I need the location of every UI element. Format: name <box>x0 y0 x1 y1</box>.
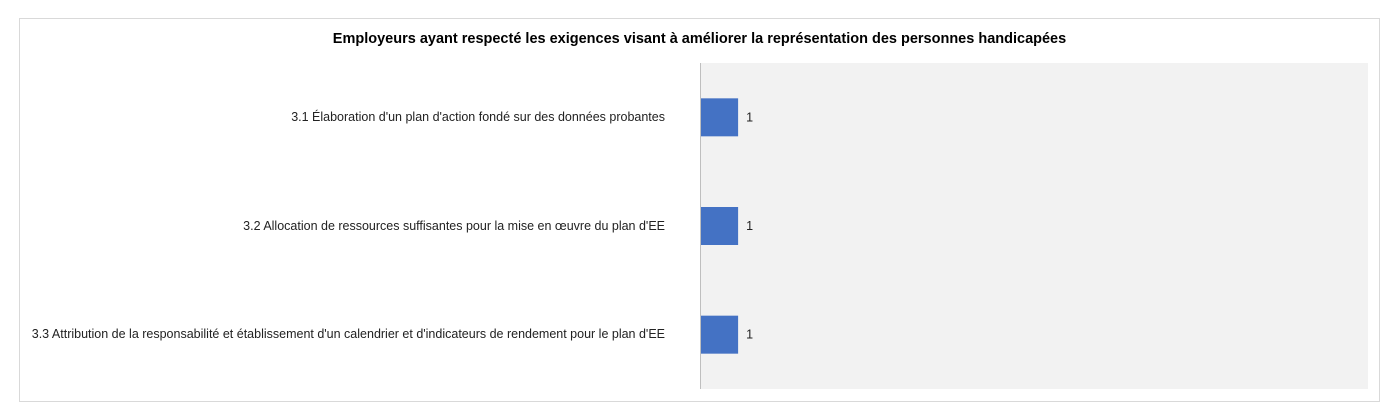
category-label: 3.3 Attribution de la responsabilité et … <box>31 327 665 342</box>
data-label: 1 <box>746 219 753 233</box>
chart-title: Employeurs ayant respecté les exigences … <box>332 31 1067 47</box>
data-label: 1 <box>746 328 753 342</box>
bar-chart: 1 1 1 <box>700 63 1368 389</box>
plot-area <box>700 63 1368 389</box>
bar <box>701 98 739 137</box>
category-label: 3.1 Élaboration d'un plan d'action fondé… <box>291 109 665 124</box>
bar <box>701 315 739 354</box>
data-label: 1 <box>746 110 753 124</box>
bar <box>701 207 739 245</box>
category-label: 3.2 Allocation de ressources suffisantes… <box>243 218 665 233</box>
chart-frame: Employeurs ayant respecté les exigences … <box>19 18 1380 402</box>
